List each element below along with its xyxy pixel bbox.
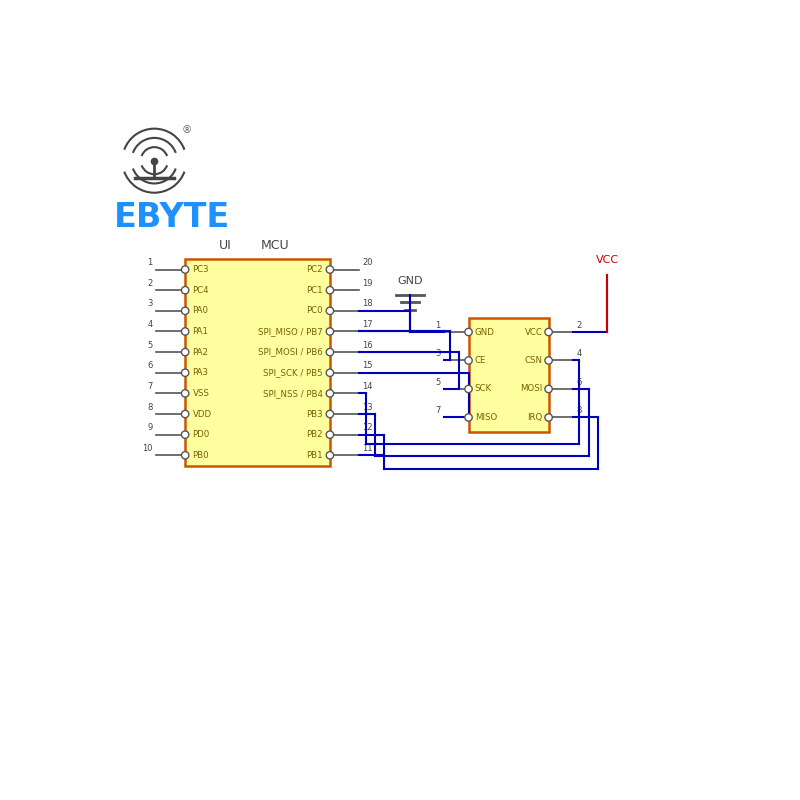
Circle shape — [465, 328, 472, 336]
Circle shape — [326, 286, 334, 294]
Text: PD0: PD0 — [193, 430, 210, 439]
Text: 3: 3 — [147, 299, 153, 308]
Text: 17: 17 — [362, 320, 373, 329]
Circle shape — [326, 266, 334, 274]
Circle shape — [182, 451, 189, 459]
Text: PB1: PB1 — [306, 450, 322, 460]
Text: PC1: PC1 — [306, 286, 322, 294]
Circle shape — [545, 386, 552, 393]
Text: 8: 8 — [576, 406, 582, 415]
Text: 10: 10 — [142, 444, 153, 453]
Text: 5: 5 — [147, 341, 153, 350]
Text: PB0: PB0 — [193, 450, 209, 460]
Text: SCK: SCK — [474, 385, 492, 394]
Text: 2: 2 — [576, 321, 582, 330]
Text: 19: 19 — [362, 278, 373, 288]
Text: 7: 7 — [435, 406, 441, 415]
Text: 6: 6 — [147, 362, 153, 370]
Circle shape — [326, 349, 334, 356]
Text: VSS: VSS — [193, 389, 210, 398]
Text: 16: 16 — [362, 341, 373, 350]
Text: PC4: PC4 — [193, 286, 209, 294]
Text: 4: 4 — [576, 349, 582, 358]
Circle shape — [326, 369, 334, 377]
Circle shape — [326, 451, 334, 459]
Text: 9: 9 — [147, 423, 153, 432]
Text: SPI_SCK / PB5: SPI_SCK / PB5 — [263, 368, 322, 378]
Circle shape — [182, 369, 189, 377]
Text: GND: GND — [398, 276, 422, 286]
Text: PB2: PB2 — [306, 430, 322, 439]
Text: 2: 2 — [147, 278, 153, 288]
Text: PA1: PA1 — [193, 327, 209, 336]
Text: 6: 6 — [576, 378, 582, 386]
Circle shape — [545, 328, 552, 336]
Text: PA0: PA0 — [193, 306, 209, 315]
Text: CSN: CSN — [525, 356, 542, 365]
Text: 7: 7 — [147, 382, 153, 391]
Text: EBYTE: EBYTE — [114, 201, 230, 234]
Text: 20: 20 — [362, 258, 373, 267]
Circle shape — [326, 307, 334, 314]
Circle shape — [545, 414, 552, 421]
Circle shape — [326, 328, 334, 335]
Circle shape — [182, 410, 189, 418]
Circle shape — [182, 390, 189, 397]
Text: 3: 3 — [435, 349, 441, 358]
Text: PA2: PA2 — [193, 348, 209, 357]
Text: UI: UI — [219, 239, 232, 252]
Circle shape — [465, 386, 472, 393]
Text: GND: GND — [474, 327, 494, 337]
Circle shape — [182, 349, 189, 356]
Circle shape — [465, 414, 472, 421]
Text: PC0: PC0 — [306, 306, 322, 315]
Circle shape — [182, 431, 189, 438]
Circle shape — [326, 390, 334, 397]
Text: CE: CE — [474, 356, 486, 365]
Circle shape — [182, 286, 189, 294]
Circle shape — [326, 431, 334, 438]
Circle shape — [182, 266, 189, 274]
Text: 18: 18 — [362, 299, 373, 308]
Text: IRQ: IRQ — [527, 413, 542, 422]
Circle shape — [465, 357, 472, 364]
Text: VDD: VDD — [193, 410, 212, 418]
Text: MCU: MCU — [261, 239, 290, 252]
Text: MOSI: MOSI — [520, 385, 542, 394]
Text: 15: 15 — [362, 362, 373, 370]
Text: ®: ® — [182, 125, 191, 135]
Text: PC3: PC3 — [193, 265, 209, 274]
Text: PA3: PA3 — [193, 368, 209, 378]
Text: 12: 12 — [362, 423, 373, 432]
Text: 1: 1 — [147, 258, 153, 267]
Circle shape — [545, 357, 552, 364]
Text: SPI_MISO / PB7: SPI_MISO / PB7 — [258, 327, 322, 336]
Text: 4: 4 — [147, 320, 153, 329]
Text: VCC: VCC — [595, 255, 618, 266]
Circle shape — [326, 410, 334, 418]
Text: PC2: PC2 — [306, 265, 322, 274]
Text: 13: 13 — [362, 402, 373, 411]
Text: PB3: PB3 — [306, 410, 322, 418]
Circle shape — [182, 328, 189, 335]
Bar — [469, 318, 549, 432]
Text: VCC: VCC — [525, 327, 542, 337]
Text: 11: 11 — [362, 444, 373, 453]
Bar — [185, 259, 330, 466]
Circle shape — [182, 307, 189, 314]
Text: SPI_MOSI / PB6: SPI_MOSI / PB6 — [258, 348, 322, 357]
Text: SPI_NSS / PB4: SPI_NSS / PB4 — [262, 389, 322, 398]
Text: 1: 1 — [435, 321, 441, 330]
Text: 14: 14 — [362, 382, 373, 391]
Text: 8: 8 — [147, 402, 153, 411]
Text: MISO: MISO — [474, 413, 497, 422]
Text: 5: 5 — [435, 378, 441, 386]
